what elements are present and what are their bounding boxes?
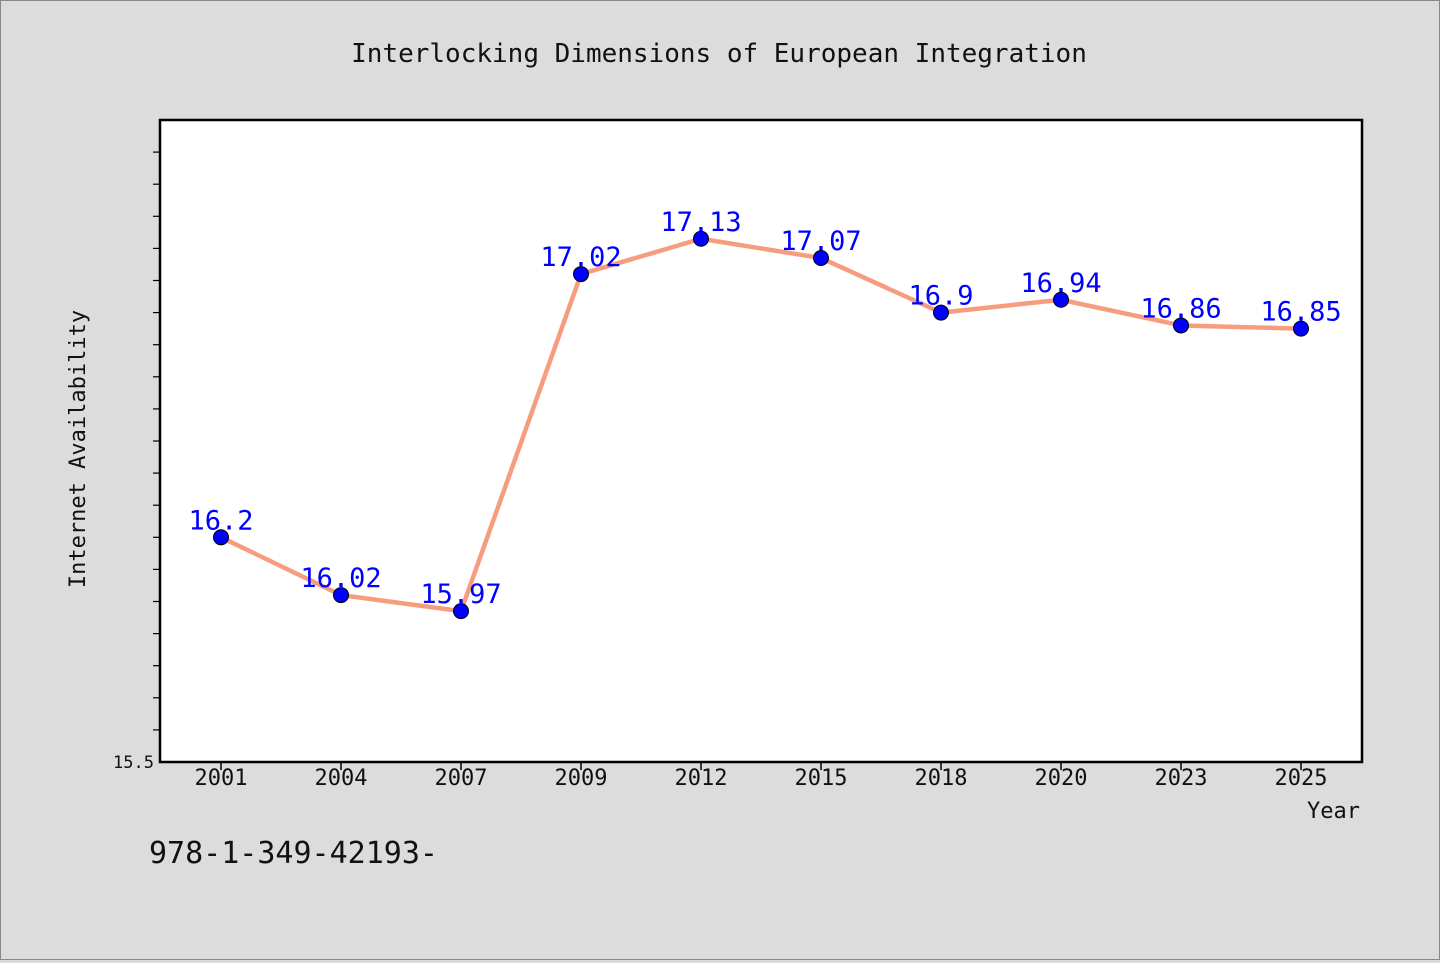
x-tick-label: 2007 [435,766,488,791]
y-axis-ticks: 15.5 [113,151,160,773]
x-axis-ticks: 2001 2004 2007 2009 2012 2015 2018 2020 2023 2025 [195,762,1328,791]
series-line [218,236,1304,614]
x-tick-label: 2023 [1155,766,1208,791]
data-point [1053,291,1069,308]
data-label: 17.07 [780,226,861,257]
series-layer [213,230,1309,620]
data-label: 16.86 [1140,293,1221,324]
data-point [933,304,949,321]
chart-title: Interlocking Dimensions of European Inte… [351,39,1087,69]
data-label: 15.97 [420,579,501,610]
x-tick-label: 2020 [1035,766,1088,791]
data-label: 16.2 [188,505,253,536]
data-label: 17.02 [540,242,621,273]
x-tick-label: 2015 [795,766,848,791]
x-axis-label: Year [1307,799,1360,824]
data-label: 16.9 [908,281,973,312]
data-point [213,529,229,546]
data-label: 16.02 [300,563,381,594]
data-label: 16.85 [1260,297,1341,328]
data-point [333,587,349,604]
data-labels-layer: 16.2 16.02 15.97 17.02 17.13 17.07 16.9 16.94 16… [188,207,1341,610]
data-point [453,603,469,620]
data-point [813,250,829,267]
data-point [573,266,589,283]
isbn-text: 978-1-349-42193- [149,836,438,871]
x-tick-label: 2018 [915,766,968,791]
y-axis-label: Internet Availability [66,310,91,588]
plot-area [158,118,1364,764]
data-point [693,230,709,247]
x-tick-label: 2012 [675,766,728,791]
data-label: 16.94 [1020,268,1101,299]
x-tick-label: 2025 [1275,766,1328,791]
data-point [1293,320,1309,337]
data-label: 17.13 [660,207,741,238]
x-tick-label: 2009 [555,766,608,791]
x-tick-label: 2001 [195,766,248,791]
x-tick-label: 2004 [315,766,368,791]
y-tick-label: 15.5 [113,753,154,773]
data-point [1173,317,1189,334]
